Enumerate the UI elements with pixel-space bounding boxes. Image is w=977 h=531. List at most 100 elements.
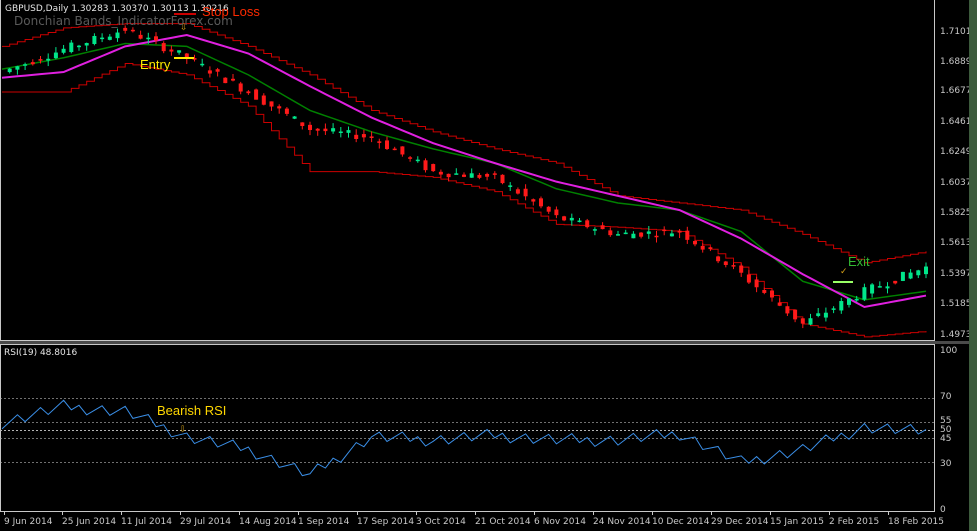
- candle-body: [708, 247, 713, 250]
- candle-body: [770, 290, 774, 298]
- candle-body: [192, 58, 197, 60]
- date-tick: 29 Jul 2014: [180, 517, 231, 527]
- date-tick-mark: [711, 511, 712, 515]
- exit-label: Exit: [848, 254, 870, 269]
- candle-body: [616, 234, 620, 236]
- candle-body: [369, 136, 374, 138]
- exit-check-icon: ✓: [840, 267, 848, 277]
- date-tick-mark: [416, 511, 417, 515]
- candle-body: [462, 174, 466, 177]
- donchian-upper-line: [2, 23, 927, 264]
- candle-body: [107, 36, 112, 40]
- candle-body: [277, 106, 282, 109]
- price-tick: 1.56130: [940, 238, 977, 248]
- candle-body: [454, 173, 459, 175]
- candle-body: [500, 174, 505, 184]
- date-tick-mark: [534, 511, 535, 515]
- price-plot: ⇩✓: [1, 13, 928, 338]
- candle-body: [585, 220, 590, 228]
- rsi-tick: 0: [940, 505, 946, 515]
- candle-body: [823, 312, 828, 318]
- candle-body: [900, 271, 905, 281]
- candle-body: [408, 157, 413, 159]
- candle-body: [908, 272, 913, 279]
- candle-body: [739, 265, 744, 273]
- date-tick-mark: [357, 511, 358, 515]
- candle-body: [746, 274, 751, 283]
- date-tick: 21 Oct 2014: [475, 517, 531, 527]
- price-chart-pane[interactable]: [0, 0, 935, 341]
- date-tick-mark: [593, 511, 594, 515]
- price-tick: 1.53970: [940, 269, 977, 279]
- rsi-tick: 55: [940, 416, 952, 426]
- pane-separator[interactable]: [0, 341, 969, 344]
- candle-body: [238, 83, 243, 92]
- sell-arrow-icon: ⇩: [180, 23, 188, 33]
- candle-body: [261, 95, 266, 105]
- date-tick: 1 Sep 2014: [298, 517, 350, 527]
- date-tick-mark: [475, 511, 476, 515]
- date-tick: 6 Nov 2014: [534, 517, 586, 527]
- rsi-indicator-pane[interactable]: [0, 344, 935, 512]
- candle-body: [562, 216, 567, 221]
- candle-body: [669, 233, 674, 237]
- donchian-lower-line: [2, 62, 927, 338]
- candle-body: [777, 302, 782, 306]
- date-tick-mark: [298, 511, 299, 515]
- candle-body: [754, 279, 759, 288]
- candle-body: [269, 101, 274, 107]
- price-tick: 1.66770: [940, 86, 977, 96]
- candle-body: [654, 235, 659, 238]
- date-tick-mark: [829, 511, 830, 515]
- candle-body: [331, 128, 336, 132]
- candle-body: [862, 287, 867, 300]
- candle-body: [223, 77, 228, 84]
- candle-body: [415, 159, 420, 162]
- price-tick: 1.60370: [940, 178, 977, 188]
- price-tick: 1.68890: [940, 57, 977, 67]
- candle-body: [546, 206, 551, 212]
- candle-body: [292, 116, 297, 119]
- candle-body: [623, 232, 628, 235]
- price-tick: 1.49730: [940, 330, 977, 340]
- date-tick: 29 Dec 2014: [711, 517, 769, 527]
- candle-body: [115, 32, 120, 39]
- date-tick: 15 Jan 2015: [770, 517, 824, 527]
- candle-body: [870, 284, 875, 294]
- candle-body: [847, 298, 851, 305]
- rsi-tick: 100: [940, 346, 958, 356]
- candle-body: [531, 199, 536, 202]
- candle-body: [254, 89, 259, 100]
- candle-body: [608, 230, 613, 236]
- candle-body: [716, 256, 721, 262]
- candle-body: [323, 128, 328, 132]
- candle-body: [138, 34, 143, 39]
- candle-body: [762, 290, 767, 293]
- candle-body: [492, 173, 497, 175]
- date-tick: 24 Nov 2014: [593, 517, 651, 527]
- date-tick-mark: [62, 511, 63, 515]
- candle-body: [539, 198, 543, 207]
- candle-body: [477, 174, 482, 178]
- candle-body: [924, 266, 928, 275]
- candle-body: [69, 42, 74, 53]
- entry-label: Entry: [140, 57, 171, 72]
- candle-body: [508, 185, 513, 187]
- watermark: Donchian Bands_IndicatorForex.com: [14, 14, 233, 28]
- candle-body: [885, 286, 890, 289]
- date-tick: 18 Feb 2015: [888, 517, 945, 527]
- date-tick: 17 Sep 2014: [357, 517, 415, 527]
- price-tick: 1.64610: [940, 117, 977, 127]
- candle-body: [485, 173, 490, 177]
- candle-body: [700, 245, 705, 250]
- candle-body: [839, 301, 844, 311]
- candle-body: [38, 59, 43, 61]
- candle-body: [916, 270, 921, 276]
- candle-body: [438, 171, 443, 175]
- symbol-info: GBPUSD,Daily 1.30283 1.30370 1.30113 1.3…: [5, 4, 229, 14]
- candle-body: [469, 173, 474, 178]
- candle-body: [84, 43, 89, 46]
- date-tick-mark: [888, 511, 889, 515]
- candle-body: [284, 108, 289, 114]
